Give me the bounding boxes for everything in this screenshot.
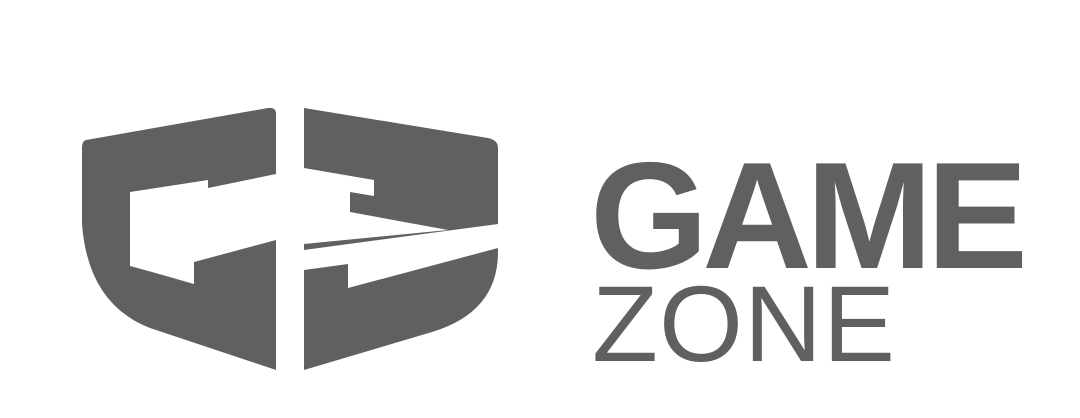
- gz-monogram-icon: [82, 107, 498, 370]
- wordmark-zone: ZONE: [592, 263, 897, 384]
- wordmark-game: GAME: [590, 131, 1028, 301]
- wordmark: GAME ZONE: [590, 131, 1030, 378]
- monogram-left-g-shape: [82, 107, 276, 370]
- monogram-z-inner-cut: [304, 224, 498, 288]
